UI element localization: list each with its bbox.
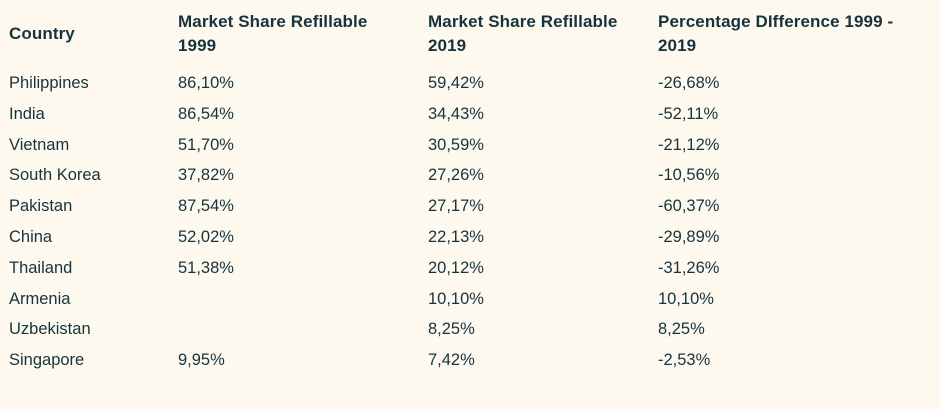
cell-difference: -31,26% bbox=[658, 258, 720, 277]
col-header-market-share-2019: Market Share Refillable 2019 bbox=[428, 12, 618, 55]
cell-share-1999 bbox=[178, 284, 428, 315]
cell-difference: -10,56% bbox=[658, 166, 720, 185]
cell-share-1999: 51,70% bbox=[178, 135, 234, 154]
cell-share-2019: 30,59% bbox=[428, 135, 484, 154]
cell-share-1999: 87,54% bbox=[178, 197, 234, 216]
cell-country: Pakistan bbox=[9, 197, 73, 216]
table-row: China 52,02% 22,13% -29,89% bbox=[0, 222, 940, 253]
cell-country: China bbox=[9, 227, 53, 246]
cell-country: Singapore bbox=[9, 351, 85, 370]
cell-share-2019: 34,43% bbox=[428, 104, 484, 123]
cell-difference: -26,68% bbox=[658, 74, 720, 92]
cell-difference: 10,10% bbox=[658, 289, 714, 308]
table-row: South Korea 37,82% 27,26% -10,56% bbox=[0, 160, 940, 191]
cell-difference: -21,12% bbox=[658, 135, 720, 154]
table-row: Singapore 9,95% 7,42% -2,53% bbox=[0, 345, 940, 376]
cell-share-1999: 86,10% bbox=[178, 74, 234, 92]
cell-share-2019: 20,12% bbox=[428, 258, 484, 277]
table-row: India 86,54% 34,43% -52,11% bbox=[0, 99, 940, 130]
header-row: Country Market Share Refillable 1999 Mar… bbox=[0, 0, 940, 68]
cell-share-2019: 10,10% bbox=[428, 289, 484, 308]
table-row: Vietnam 51,70% 30,59% -21,12% bbox=[0, 130, 940, 161]
table-row: Armenia 10,10% 10,10% bbox=[0, 284, 940, 315]
cell-share-2019: 7,42% bbox=[428, 351, 475, 370]
cell-country: Armenia bbox=[9, 289, 71, 308]
cell-difference: -52,11% bbox=[658, 104, 719, 123]
cell-share-2019: 22,13% bbox=[428, 227, 484, 246]
cell-share-1999 bbox=[178, 314, 428, 345]
cell-share-2019: 27,17% bbox=[428, 197, 484, 216]
cell-share-2019: 27,26% bbox=[428, 166, 484, 185]
table-row: Philippines 86,10% 59,42% -26,68% bbox=[0, 68, 940, 99]
page: Country Market Share Refillable 1999 Mar… bbox=[0, 0, 940, 376]
market-share-refillable-table: Country Market Share Refillable 1999 Mar… bbox=[0, 0, 940, 376]
cell-difference: -29,89% bbox=[658, 227, 720, 246]
table-row: Pakistan 87,54% 27,17% -60,37% bbox=[0, 191, 940, 222]
cell-difference: 8,25% bbox=[658, 320, 705, 339]
table-header: Country Market Share Refillable 1999 Mar… bbox=[0, 0, 940, 68]
table-row: Uzbekistan 8,25% 8,25% bbox=[0, 314, 940, 345]
cell-share-2019: 8,25% bbox=[428, 320, 475, 339]
table-row: Thailand 51,38% 20,12% -31,26% bbox=[0, 253, 940, 284]
cell-country: Thailand bbox=[9, 258, 73, 277]
cell-difference: -60,37% bbox=[658, 197, 720, 216]
cell-country: South Korea bbox=[9, 166, 101, 185]
table-body: Philippines 86,10% 59,42% -26,68% India 86,54… bbox=[0, 68, 940, 376]
cell-share-2019: 59,42% bbox=[428, 74, 484, 92]
cell-share-1999: 37,82% bbox=[178, 166, 234, 185]
cell-share-1999: 51,38% bbox=[178, 258, 234, 277]
col-header-percentage-difference: Percentage DIfference 1999 - 2019 bbox=[658, 12, 894, 55]
cell-country: Philippines bbox=[9, 74, 89, 92]
cell-country: India bbox=[9, 104, 45, 123]
cell-country: Vietnam bbox=[9, 135, 70, 154]
cell-share-1999: 9,95% bbox=[178, 351, 225, 370]
cell-share-1999: 86,54% bbox=[178, 104, 234, 123]
cell-difference: -2,53% bbox=[658, 351, 711, 370]
col-header-market-share-1999: Market Share Refillable 1999 bbox=[178, 12, 368, 55]
cell-country: Uzbekistan bbox=[9, 320, 91, 339]
cell-share-1999: 52,02% bbox=[178, 227, 234, 246]
col-header-country: Country bbox=[9, 24, 75, 43]
